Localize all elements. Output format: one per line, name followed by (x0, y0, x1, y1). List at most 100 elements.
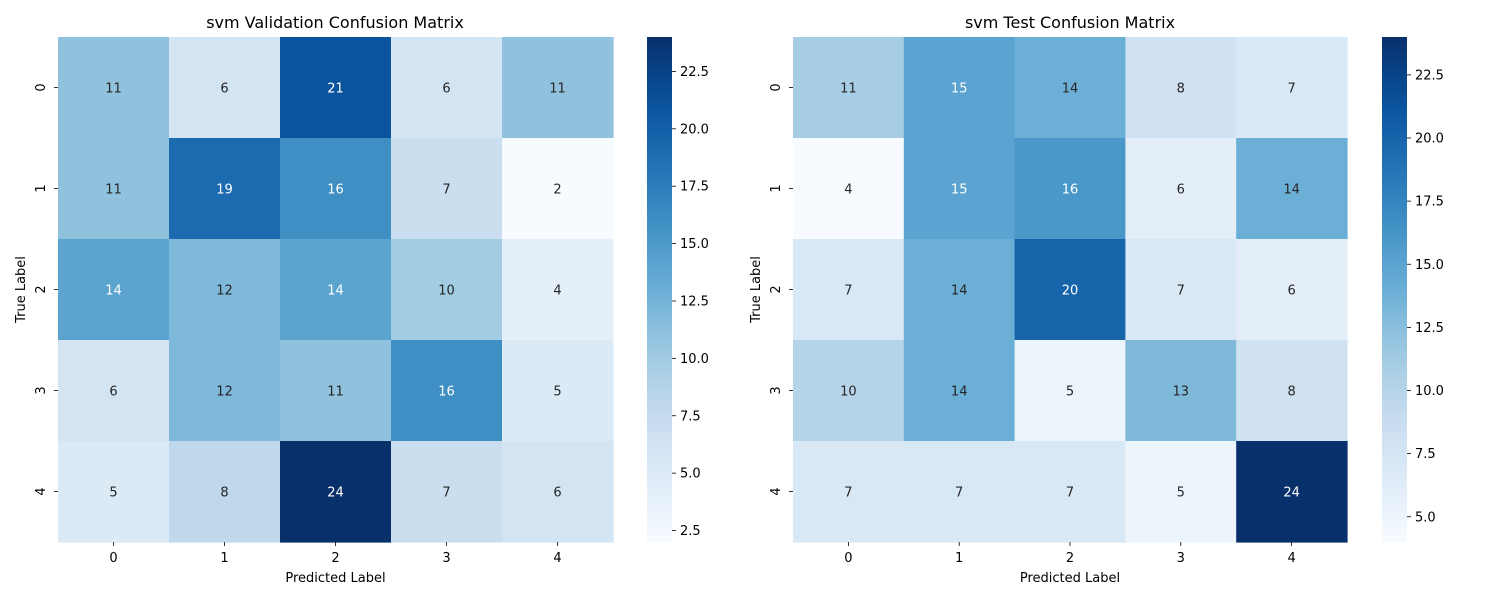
colorbar-tick-label: 17.5 (680, 180, 709, 195)
y-axis-label: True Label (749, 256, 764, 324)
heatmap-cell (391, 340, 503, 442)
colorbar-tick-label: 7.5 (680, 409, 701, 424)
cell-value-label: 11 (840, 82, 857, 97)
heatmap-cell (502, 340, 614, 442)
y-tick-label: 1 (769, 184, 784, 192)
cell-value-label: 6 (109, 385, 117, 400)
cell-value-label: 11 (105, 82, 122, 97)
heatmap-cell (169, 138, 281, 240)
x-tick-label: 4 (553, 551, 561, 566)
cell-value-label: 7 (955, 486, 963, 501)
cell-value-label: 14 (1062, 82, 1079, 97)
colorbar-tick-label: 2.5 (680, 524, 701, 539)
heatmap-cell (1236, 340, 1348, 442)
heatmap-cell (391, 441, 503, 543)
x-tick-label: 2 (1066, 551, 1074, 566)
colorbar-tick-label: 17.5 (1415, 195, 1444, 210)
x-tick-label: 3 (442, 551, 450, 566)
colorbar-tick-label: 22.5 (680, 65, 709, 80)
cell-value-label: 10 (840, 385, 857, 400)
x-tick-label: 1 (220, 551, 228, 566)
cell-value-label: 21 (327, 82, 344, 97)
colorbar-tick-label: 12.5 (1415, 321, 1444, 336)
colorbar-tick-label: 10.0 (1415, 384, 1444, 399)
y-tick-label: 4 (769, 487, 784, 495)
cell-value-label: 5 (553, 385, 561, 400)
heatmap-cell (1236, 441, 1348, 543)
colorbar-tick-label: 22.5 (1415, 68, 1444, 83)
cell-value-label: 14 (105, 284, 122, 299)
heatmap-cell (169, 441, 281, 543)
heatmap-cell (280, 138, 392, 240)
chart-title: svm Test Confusion Matrix (965, 13, 1175, 32)
cell-value-label: 8 (1287, 385, 1295, 400)
x-tick-label: 0 (109, 551, 117, 566)
cell-value-label: 14 (951, 385, 968, 400)
cell-value-label: 14 (951, 284, 968, 299)
x-axis-label: Predicted Label (1020, 571, 1120, 586)
y-tick-label: 4 (34, 487, 49, 495)
cell-value-label: 20 (1062, 284, 1079, 299)
colorbar-tick-label: 5.0 (1415, 510, 1436, 525)
colorbar-tick-label: 10.0 (680, 352, 709, 367)
colorbar-tick-label: 7.5 (1415, 447, 1436, 462)
heatmap-cell (903, 37, 1016, 139)
x-tick-label: 1 (955, 551, 963, 566)
heatmap-cell (169, 239, 281, 341)
cell-value-label: 6 (220, 82, 228, 97)
x-axis-label: Predicted Label (285, 571, 385, 586)
heatmap-cell (502, 37, 614, 139)
cell-value-label: 19 (216, 183, 233, 198)
heatmap-cell (58, 441, 170, 543)
heatmap-cell (1236, 37, 1348, 139)
cell-value-label: 4 (844, 183, 852, 198)
y-tick-label: 2 (34, 285, 49, 293)
colorbar-tick-label: 15.0 (680, 237, 709, 252)
heatmap-cell (1236, 239, 1348, 341)
cell-value-label: 14 (327, 284, 344, 299)
heatmap-cell (280, 239, 392, 341)
cell-value-label: 8 (220, 486, 228, 501)
chart-title: svm Validation Confusion Matrix (206, 13, 464, 32)
cell-value-label: 16 (438, 385, 455, 400)
cell-value-label: 5 (1066, 385, 1074, 400)
heatmap-cell (1236, 138, 1348, 240)
heatmap-cell (502, 441, 614, 543)
heatmap-cell (1125, 441, 1237, 543)
cell-value-label: 11 (549, 82, 566, 97)
cell-value-label: 6 (442, 82, 450, 97)
y-tick-label: 0 (769, 83, 784, 91)
colorbar-tick-label: 15.0 (1415, 258, 1444, 273)
heatmap-cell (58, 37, 170, 139)
x-tick-label: 4 (1287, 551, 1295, 566)
cell-value-label: 6 (1177, 183, 1185, 198)
colorbar (1382, 37, 1407, 542)
heatmap-cell (1014, 441, 1126, 543)
heatmap-cell (793, 340, 905, 442)
x-tick-label: 3 (1177, 551, 1185, 566)
heatmap-cell (1014, 239, 1126, 341)
colorbar (647, 37, 672, 542)
heatmap-cell (903, 239, 1016, 341)
heatmap-cell (903, 138, 1016, 240)
heatmap-cell (1125, 138, 1237, 240)
cell-value-label: 4 (553, 284, 561, 299)
colorbar-tick-label: 5.0 (680, 467, 701, 482)
cell-value-label: 15 (951, 82, 968, 97)
heatmap-cell (1014, 340, 1126, 442)
cell-value-label: 16 (327, 183, 344, 198)
heatmap-cell (1014, 138, 1126, 240)
heatmap-cell (1125, 239, 1237, 341)
heatmap-cell (502, 138, 614, 240)
heatmap-cell (58, 138, 170, 240)
y-tick-label: 3 (769, 386, 784, 394)
cell-value-label: 7 (844, 284, 852, 299)
cell-value-label: 14 (1283, 183, 1300, 198)
heatmap-cell (58, 239, 170, 341)
heatmap-cell (793, 441, 905, 543)
heatmap-cell (169, 37, 281, 139)
heatmap-cell (793, 239, 905, 341)
heatmap-cell (1014, 37, 1126, 139)
cell-value-label: 7 (1066, 486, 1074, 501)
cell-value-label: 7 (442, 486, 450, 501)
